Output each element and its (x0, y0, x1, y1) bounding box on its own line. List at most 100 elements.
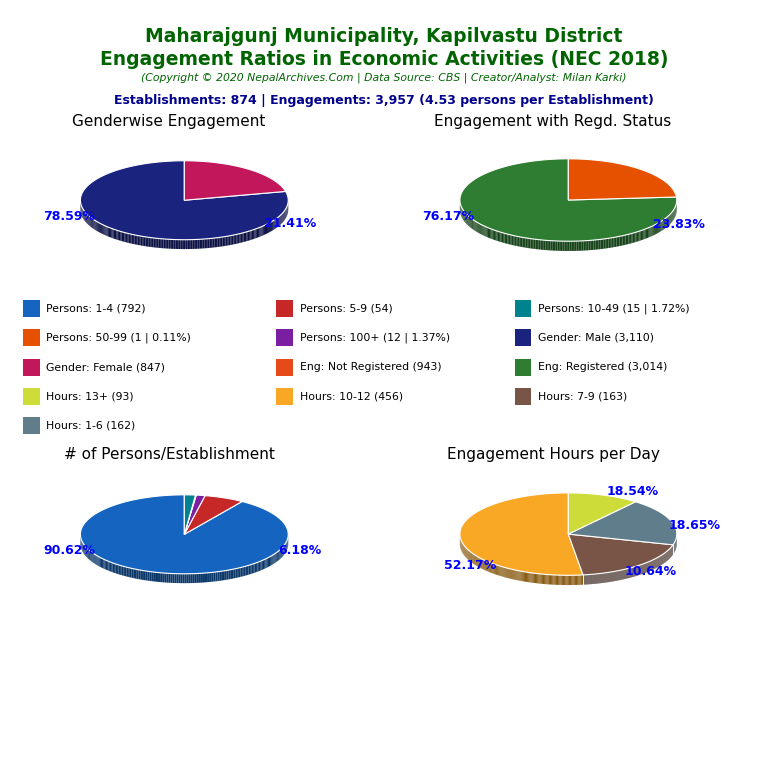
Polygon shape (91, 218, 92, 228)
Polygon shape (104, 226, 105, 235)
Polygon shape (178, 574, 180, 583)
Polygon shape (133, 234, 134, 244)
Polygon shape (147, 571, 150, 581)
Polygon shape (515, 570, 516, 580)
Polygon shape (239, 568, 240, 578)
Polygon shape (214, 238, 216, 247)
Polygon shape (524, 237, 525, 247)
Polygon shape (253, 564, 255, 573)
Polygon shape (224, 237, 226, 246)
Polygon shape (482, 225, 483, 235)
Polygon shape (480, 224, 482, 234)
Polygon shape (554, 241, 556, 250)
Polygon shape (519, 571, 521, 581)
Polygon shape (475, 221, 476, 232)
Polygon shape (592, 240, 594, 250)
Polygon shape (660, 221, 661, 231)
Polygon shape (211, 238, 213, 248)
Polygon shape (276, 552, 277, 562)
Polygon shape (157, 572, 159, 582)
Polygon shape (253, 230, 254, 239)
Polygon shape (501, 566, 502, 576)
Polygon shape (249, 565, 250, 574)
Polygon shape (168, 240, 170, 249)
Polygon shape (564, 575, 565, 585)
Polygon shape (563, 575, 564, 585)
Polygon shape (108, 561, 110, 571)
Polygon shape (516, 571, 518, 581)
Polygon shape (190, 574, 192, 583)
Polygon shape (227, 236, 229, 246)
Polygon shape (99, 223, 100, 233)
Polygon shape (488, 562, 489, 572)
Polygon shape (91, 552, 92, 562)
Polygon shape (502, 233, 503, 243)
Text: 6.18%: 6.18% (278, 544, 321, 557)
Polygon shape (534, 239, 535, 249)
Polygon shape (184, 495, 196, 535)
Polygon shape (576, 575, 577, 585)
Polygon shape (488, 227, 489, 238)
Polygon shape (548, 574, 549, 584)
Polygon shape (131, 234, 133, 244)
Polygon shape (164, 239, 165, 248)
Polygon shape (217, 237, 220, 247)
Polygon shape (180, 574, 182, 583)
Polygon shape (521, 571, 523, 581)
Polygon shape (111, 228, 112, 238)
Polygon shape (582, 575, 583, 584)
Polygon shape (137, 236, 139, 245)
Text: 76.17%: 76.17% (422, 210, 474, 223)
Polygon shape (262, 560, 263, 570)
Polygon shape (94, 554, 95, 564)
Polygon shape (257, 228, 258, 238)
Polygon shape (568, 493, 636, 534)
Polygon shape (188, 574, 190, 583)
Polygon shape (98, 222, 99, 232)
Polygon shape (146, 571, 147, 581)
Text: 18.54%: 18.54% (606, 485, 658, 498)
Polygon shape (544, 240, 545, 250)
Polygon shape (502, 567, 503, 577)
Polygon shape (561, 241, 563, 251)
Polygon shape (238, 233, 240, 243)
Polygon shape (107, 227, 108, 237)
Polygon shape (460, 159, 677, 241)
Polygon shape (271, 555, 273, 565)
Polygon shape (192, 574, 194, 583)
Polygon shape (566, 241, 568, 251)
Polygon shape (568, 159, 677, 200)
Polygon shape (216, 237, 217, 247)
Polygon shape (568, 241, 570, 251)
Polygon shape (149, 237, 151, 247)
Polygon shape (102, 558, 103, 568)
Polygon shape (638, 231, 640, 241)
Polygon shape (81, 495, 288, 574)
Polygon shape (260, 561, 262, 571)
Polygon shape (151, 237, 152, 247)
Polygon shape (531, 573, 533, 583)
Polygon shape (591, 240, 592, 250)
Polygon shape (494, 230, 495, 240)
Polygon shape (271, 221, 272, 231)
Polygon shape (497, 565, 498, 575)
Polygon shape (172, 240, 174, 249)
Polygon shape (490, 563, 491, 573)
Polygon shape (612, 237, 614, 247)
Polygon shape (541, 240, 542, 250)
Polygon shape (496, 564, 497, 575)
Polygon shape (240, 567, 242, 577)
Polygon shape (473, 220, 474, 230)
Polygon shape (273, 554, 274, 564)
Polygon shape (180, 240, 182, 249)
Polygon shape (605, 239, 607, 249)
Polygon shape (153, 572, 155, 581)
Polygon shape (170, 574, 173, 583)
Polygon shape (141, 570, 142, 580)
Polygon shape (194, 574, 196, 583)
Polygon shape (279, 550, 280, 560)
Polygon shape (243, 566, 246, 576)
Polygon shape (216, 571, 217, 581)
Polygon shape (208, 573, 210, 582)
Polygon shape (134, 569, 135, 578)
